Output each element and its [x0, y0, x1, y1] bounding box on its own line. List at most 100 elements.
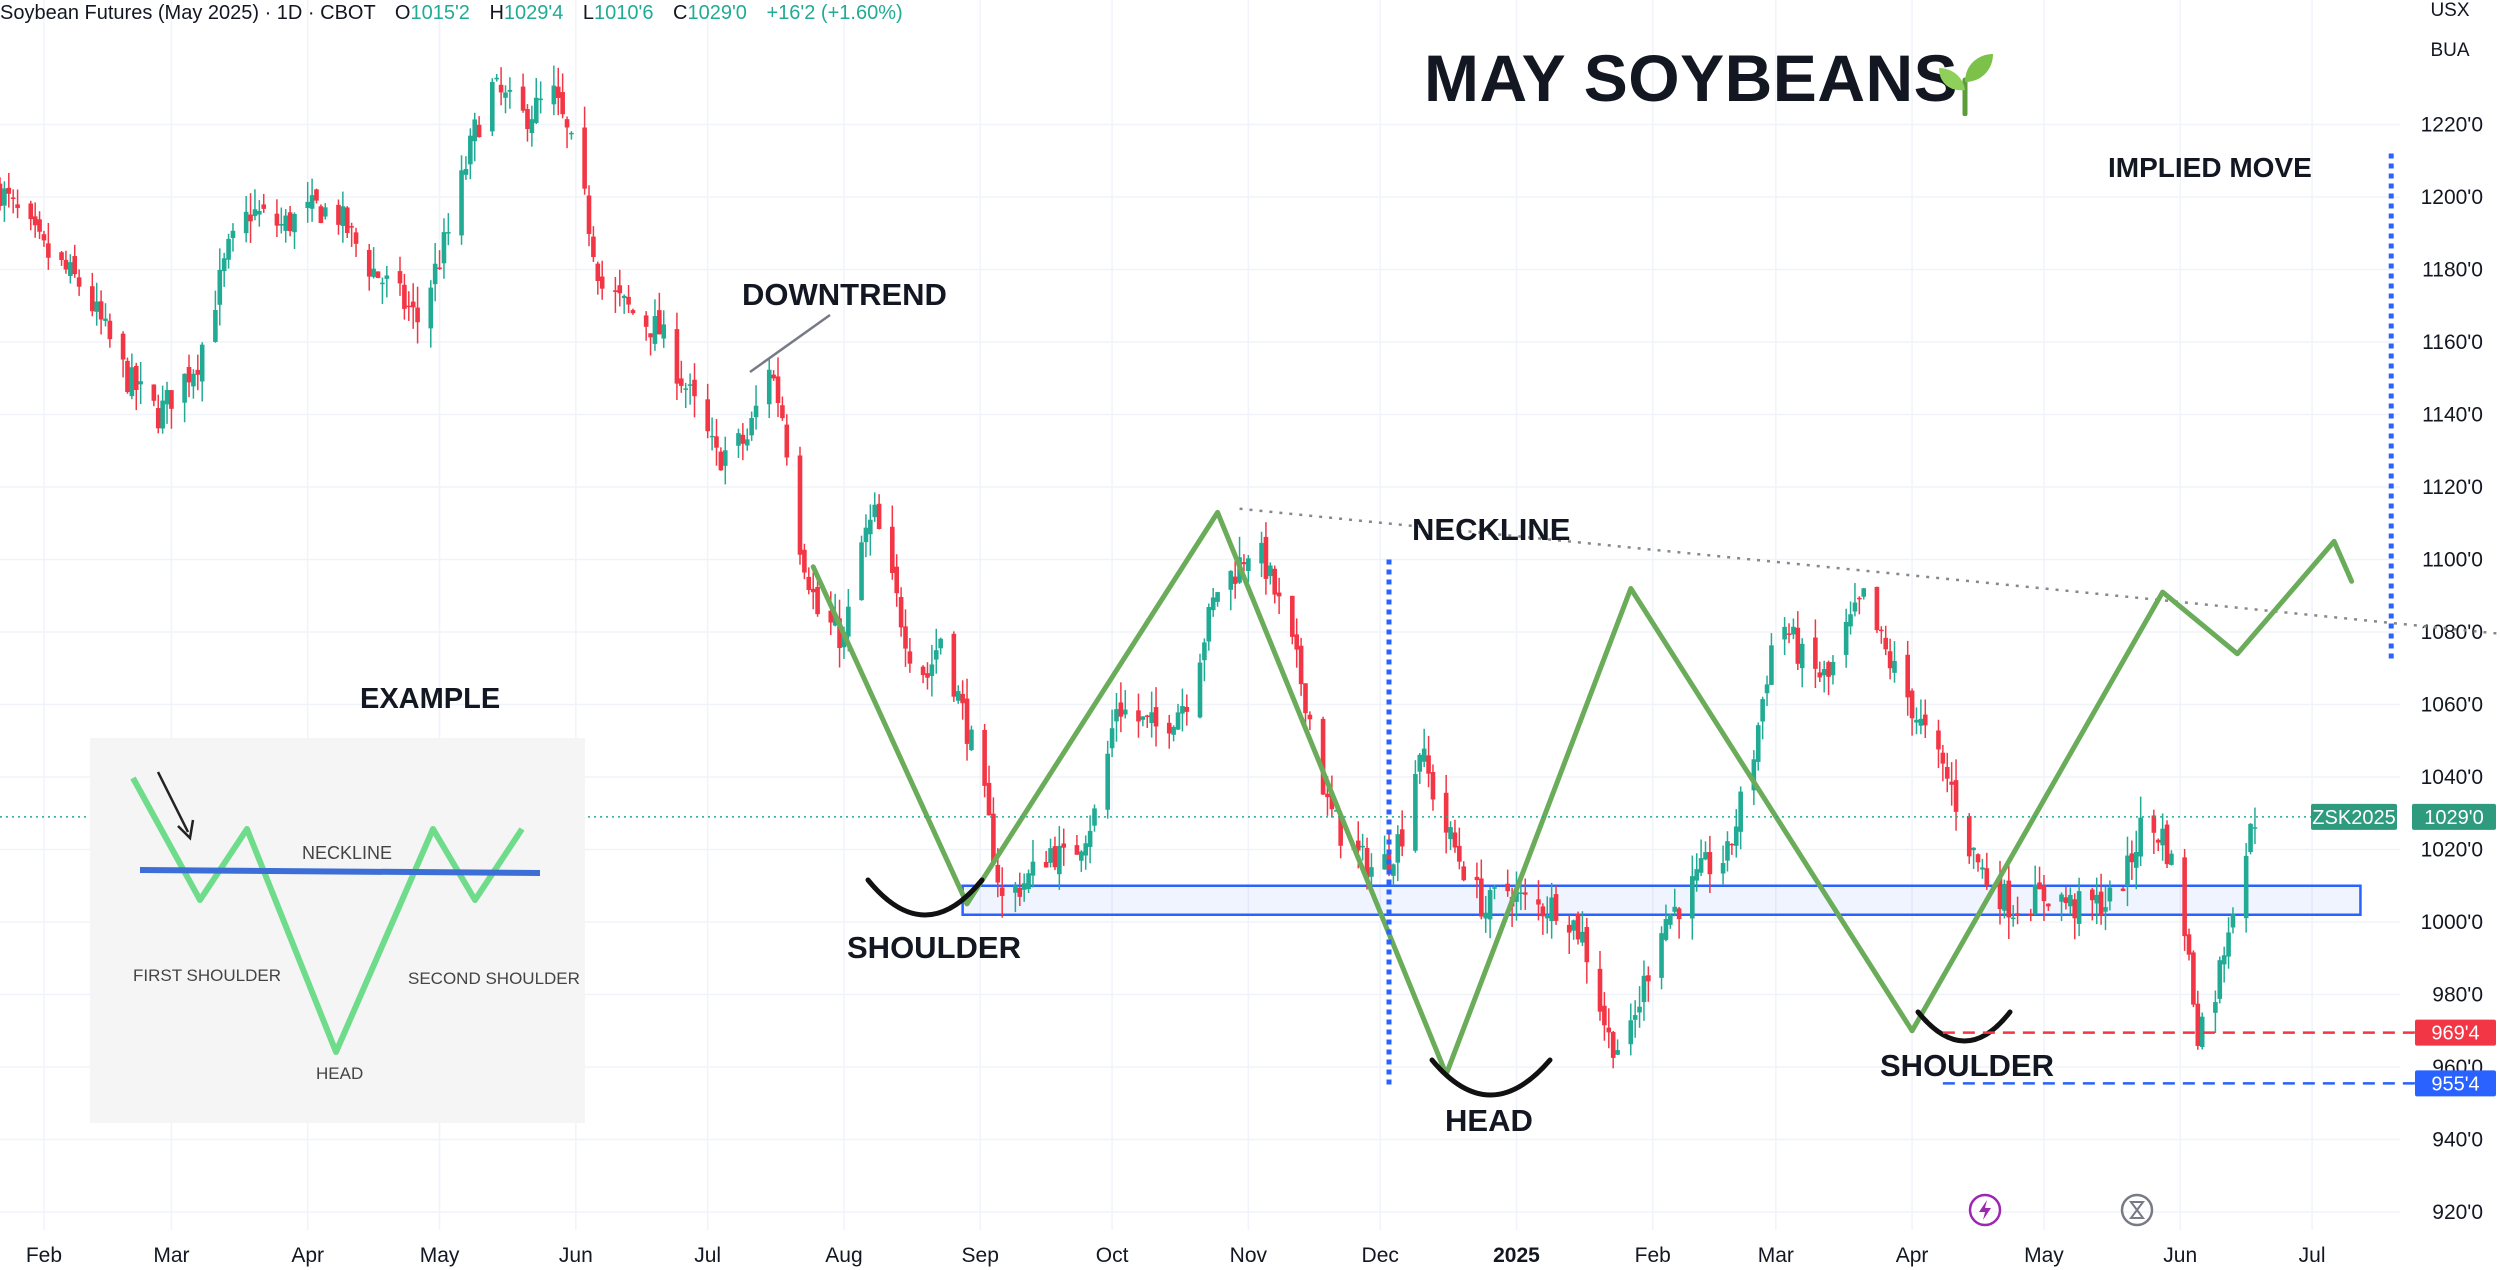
- candle-body: [903, 626, 908, 649]
- x-tick-label: Feb: [26, 1244, 62, 1267]
- candle-body: [169, 390, 174, 409]
- candle-body: [318, 206, 324, 224]
- candle-body: [441, 232, 447, 264]
- lightning-icon[interactable]: [1968, 1193, 2002, 1227]
- low-label: L: [582, 2, 595, 24]
- open-value: 1015'2: [410, 2, 470, 24]
- candle-body: [1769, 645, 1774, 685]
- hourglass-icon-ring: [2120, 1193, 2154, 1227]
- last-symbol-tag-label: ZSK2025: [2312, 807, 2395, 829]
- currency-unit-button[interactable]: USX: [2430, 0, 2470, 21]
- hourglass-icon[interactable]: [2120, 1193, 2154, 1227]
- candle-body: [2090, 889, 2095, 901]
- candle-body: [380, 282, 385, 285]
- candle-body: [1487, 890, 1493, 920]
- candle-body: [1043, 861, 1049, 868]
- candle-body: [476, 124, 482, 138]
- candle-body: [503, 92, 508, 98]
- candle-body: [1083, 843, 1089, 856]
- candle-body: [1980, 867, 1985, 870]
- x-tick-label: Dec: [1362, 1244, 1399, 1267]
- candle-body: [2006, 880, 2012, 918]
- candle-body: [1479, 878, 1484, 917]
- candle-body: [951, 633, 957, 697]
- candle-body: [1021, 883, 1027, 890]
- x-tick-label: Aug: [825, 1244, 862, 1267]
- candle-body: [806, 576, 812, 590]
- candle-body: [402, 284, 407, 309]
- candle-body: [1430, 772, 1436, 800]
- candle-body: [2160, 828, 2165, 846]
- candle-body: [815, 586, 820, 615]
- candle-body: [261, 204, 267, 209]
- candle-body: [1369, 867, 1374, 877]
- candle-body: [1725, 841, 1730, 861]
- candle-body: [406, 305, 412, 308]
- candle-body: [186, 366, 192, 383]
- example-arrow-head: [177, 819, 195, 841]
- downtrend-pointer-line: [749, 313, 831, 374]
- candle-body: [498, 84, 504, 93]
- candle-body: [138, 381, 143, 385]
- candle-body: [1202, 642, 1207, 661]
- candle-body: [1074, 845, 1080, 855]
- quote-unit-button[interactable]: BUA: [2430, 40, 2470, 61]
- candle-body: [960, 693, 965, 704]
- example-first-shoulder-label: FIRST SHOULDER: [133, 966, 281, 985]
- candle-body: [2248, 823, 2253, 852]
- candle-body: [1597, 968, 1603, 1012]
- candle-body: [1637, 1006, 1642, 1013]
- candle-body: [2103, 907, 2108, 912]
- candle-body: [551, 85, 557, 105]
- candle-body: [1659, 933, 1664, 978]
- y-tick-label: 1200'0: [2421, 186, 2483, 209]
- candle-body: [1821, 669, 1827, 676]
- support-zone-box: [961, 884, 2362, 916]
- candle-body: [314, 189, 319, 201]
- candle-body: [2, 188, 7, 206]
- y-tick-label: 1160'0: [2422, 331, 2483, 354]
- candle-body: [1206, 606, 1212, 642]
- x-tick-label: Sep: [962, 1244, 999, 1267]
- candle-body: [252, 209, 258, 216]
- candle-body: [129, 367, 135, 397]
- candle-body: [1263, 536, 1269, 579]
- y-tick-label: 1120'0: [2422, 476, 2483, 499]
- candle-body: [1026, 873, 1031, 890]
- candle-body: [1905, 654, 1910, 698]
- candle-body: [41, 234, 47, 241]
- candle-body: [705, 399, 710, 432]
- example-head-label: HEAD: [316, 1064, 364, 1083]
- candle-body: [657, 310, 662, 335]
- candle-body: [766, 369, 772, 405]
- candle-body: [1013, 885, 1018, 893]
- candle-body: [1575, 913, 1581, 940]
- candle-body: [1632, 1015, 1638, 1020]
- candle-body: [1544, 915, 1550, 919]
- lightning-icon-bolt: [1979, 1200, 1991, 1220]
- candle-body: [868, 519, 873, 535]
- candle-body: [1610, 1032, 1616, 1058]
- candle-body: [1057, 845, 1062, 875]
- candle-body: [1914, 719, 1919, 723]
- candle-body: [1333, 810, 1339, 812]
- candle-body: [1922, 714, 1928, 726]
- chart-header: Soybean Futures (May 2025) · 1D · CBOT O…: [0, 2, 903, 25]
- candle-body: [6, 187, 12, 194]
- symbol-label: Soybean Futures (May 2025) · 1D · CBOT: [0, 2, 376, 24]
- candle-body: [771, 374, 776, 379]
- candle-body: [1549, 897, 1554, 922]
- x-tick-label: Apr: [1896, 1244, 1929, 1267]
- candle-body: [1628, 1020, 1634, 1045]
- candle-body: [415, 307, 420, 323]
- close-value: 1029'0: [687, 2, 747, 24]
- candle-body: [432, 263, 438, 285]
- candle-body: [2063, 897, 2069, 904]
- candle-body: [472, 119, 478, 142]
- candle-body: [2226, 932, 2231, 957]
- candle-body: [2046, 903, 2051, 907]
- candle-body: [1795, 627, 1801, 664]
- candle-body: [2015, 913, 2020, 916]
- candle-body: [274, 213, 280, 226]
- candle-body: [1826, 662, 1831, 677]
